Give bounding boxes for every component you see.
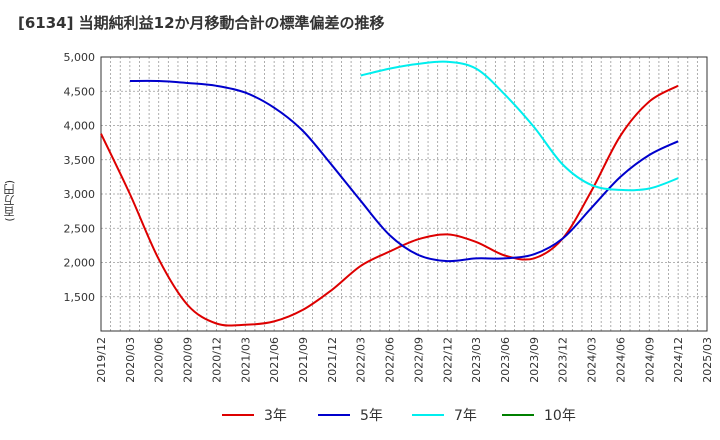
x-tick-label: 2020/12 xyxy=(210,337,223,383)
x-tick-label: 2023/03 xyxy=(470,337,483,383)
legend-label: 7年 xyxy=(454,408,477,424)
y-tick-label: 3,500 xyxy=(64,154,96,167)
x-tick-label: 2024/12 xyxy=(672,337,685,383)
y-tick-label: 4,500 xyxy=(64,85,96,98)
y-tick-label: 1,500 xyxy=(64,291,96,304)
x-tick-label: 2019/12 xyxy=(95,337,108,383)
y-tick-label: 2,000 xyxy=(64,257,96,270)
series-line xyxy=(129,79,679,263)
x-tick-label: 2024/06 xyxy=(614,337,627,383)
x-tick-label: 2020/09 xyxy=(182,337,195,383)
x-tick-label: 2021/12 xyxy=(326,337,339,383)
y-tick-label: 5,000 xyxy=(64,51,96,64)
x-tick-label: 2023/09 xyxy=(528,337,541,383)
series-line xyxy=(360,60,679,192)
x-tick-label: 2024/03 xyxy=(586,337,599,383)
y-tick-label: 2,500 xyxy=(64,222,96,235)
legend-label: 3年 xyxy=(264,408,287,424)
legend-label: 10年 xyxy=(544,408,576,424)
x-tick-label: 2022/09 xyxy=(412,337,425,383)
x-tick-label: 2023/12 xyxy=(557,337,570,383)
x-tick-label: 2020/06 xyxy=(153,337,166,383)
x-tick-label: 2021/09 xyxy=(297,337,310,383)
x-tick-label: 2020/03 xyxy=(124,337,137,383)
x-tick-label: 2025/03 xyxy=(701,337,714,383)
x-tick-label: 2021/06 xyxy=(268,337,281,383)
y-tick-label: 3,000 xyxy=(64,188,96,201)
plot-frame xyxy=(100,56,708,332)
chart-title: [6134] 当期純利益12か月移動合計の標準偏差の推移 xyxy=(18,14,385,32)
y-tick-label: 4,000 xyxy=(64,120,96,133)
x-tick-label: 2021/03 xyxy=(239,337,252,383)
x-tick-label: 2022/12 xyxy=(441,337,454,383)
x-tick-label: 2022/06 xyxy=(384,337,397,383)
x-tick-label: 2024/09 xyxy=(643,337,656,383)
series-line xyxy=(100,84,679,327)
legend-label: 5年 xyxy=(360,408,383,424)
x-tick-label: 2023/06 xyxy=(499,337,512,383)
x-tick-label: 2022/03 xyxy=(355,337,368,383)
